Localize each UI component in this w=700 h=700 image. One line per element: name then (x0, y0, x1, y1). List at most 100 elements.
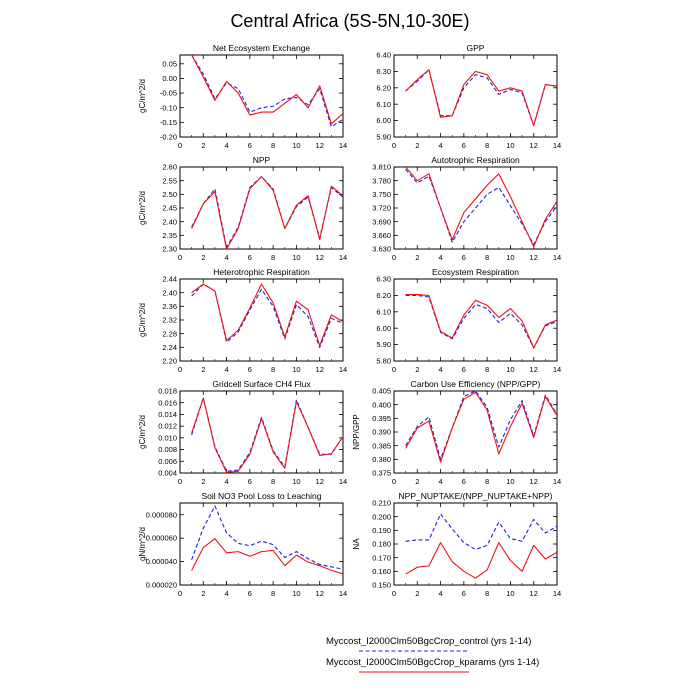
x-tick-label: 10 (506, 253, 514, 262)
y-tick-label: 6.10 (376, 100, 391, 109)
x-tick-label: 14 (339, 589, 347, 598)
x-tick-label: 0 (392, 477, 396, 486)
y-tick-label: 2.35 (162, 231, 177, 240)
x-tick-label: 10 (292, 141, 300, 150)
x-tick-label: 4 (438, 365, 442, 374)
y-tick-label: -0.15 (160, 118, 177, 127)
y-tick-label: 0.380 (372, 455, 391, 464)
x-tick-label: 6 (462, 141, 466, 150)
panel-title: Soil NO3 Pool Loss to Leaching (201, 491, 321, 501)
x-tick-label: 12 (530, 477, 538, 486)
y-tick-label: 2.50 (162, 190, 177, 199)
y-tick-label: 2.36 (162, 302, 177, 311)
x-tick-label: 12 (530, 365, 538, 374)
chart-panel: GPP 0 2 4 6 8 10 12 14 5.90 6.00 6.10 6.20 6.30 6.40 (376, 43, 561, 150)
y-axis-label: gC/m^2/d (138, 303, 147, 337)
y-tick-label: 0.016 (158, 398, 177, 407)
x-tick-label: 6 (462, 589, 466, 598)
x-tick-label: 12 (316, 141, 324, 150)
series-line-kparams (191, 538, 343, 575)
y-tick-label: 5.90 (376, 340, 391, 349)
plot-frame (393, 278, 558, 362)
x-tick-label: 0 (178, 477, 182, 486)
y-tick-label: 3.660 (372, 231, 391, 240)
series-line-control (405, 168, 557, 245)
y-tick-label: 0.190 (372, 526, 391, 535)
x-tick-label: 2 (201, 477, 205, 486)
chart-panel: Autotrophic Respiration 0 2 4 6 8 10 12 14 3.630 3… (372, 155, 561, 262)
y-tick-label: 0.000040 (146, 557, 177, 566)
y-tick-label: -0.10 (160, 103, 177, 112)
x-tick-label: 10 (292, 477, 300, 486)
x-tick-label: 8 (485, 365, 489, 374)
y-tick-label: 0.390 (372, 428, 391, 437)
y-tick-label: -0.05 (160, 89, 177, 98)
y-tick-label: 0.400 (372, 400, 391, 409)
x-tick-label: 12 (316, 477, 324, 486)
x-tick-label: 8 (271, 365, 275, 374)
chart-panels: Net Ecosystem Exchange gC/m^2/d 0 2 4 6 8 10 12 1… (138, 43, 561, 598)
y-axis-label: gN/m^2/d (138, 527, 147, 561)
y-tick-label: 6.30 (376, 275, 391, 284)
series-line-control (191, 283, 343, 348)
x-tick-label: 2 (415, 365, 419, 374)
x-tick-label: 0 (178, 141, 182, 150)
x-tick-label: 14 (553, 589, 561, 598)
y-tick-label: 0.000080 (146, 510, 177, 519)
y-tick-label: 0.405 (372, 387, 391, 396)
y-tick-label: 2.40 (162, 288, 177, 297)
legend: Myccost_I2000Clm50BgcCrop_control (yrs 1… (326, 636, 539, 673)
y-tick-label: 5.80 (376, 357, 391, 366)
y-tick-label: 6.00 (376, 116, 391, 125)
y-tick-label: 3.720 (372, 204, 391, 213)
panel-title: Net Ecosystem Exchange (213, 43, 311, 53)
x-tick-label: 2 (201, 253, 205, 262)
x-tick-label: 6 (248, 141, 252, 150)
figure-title: Central Africa (5S-5N,10-30E) (230, 11, 469, 31)
x-tick-label: 8 (271, 141, 275, 150)
y-tick-label: 0.160 (372, 567, 391, 576)
series-line-control (405, 69, 557, 127)
series-line-kparams (405, 391, 557, 463)
x-tick-label: 10 (506, 477, 514, 486)
x-tick-label: 0 (392, 365, 396, 374)
x-tick-label: 2 (201, 365, 205, 374)
x-tick-label: 12 (316, 365, 324, 374)
x-tick-label: 8 (271, 589, 275, 598)
x-tick-label: 0 (392, 589, 396, 598)
y-tick-label: 2.45 (162, 204, 177, 213)
y-tick-label: 6.00 (376, 324, 391, 333)
x-tick-label: 2 (201, 589, 205, 598)
y-tick-label: 2.55 (162, 176, 177, 185)
x-tick-label: 6 (248, 477, 252, 486)
panel-title: NPP_NUPTAKE/(NPP_NUPTAKE+NPP) (399, 491, 553, 501)
x-tick-label: 8 (485, 141, 489, 150)
x-tick-label: 8 (485, 477, 489, 486)
y-tick-label: 0.008 (158, 445, 177, 454)
y-tick-label: 0.010 (158, 433, 177, 442)
series-line-kparams (191, 397, 343, 473)
y-tick-label: 2.20 (162, 357, 177, 366)
x-tick-label: 10 (292, 365, 300, 374)
series-line-kparams (191, 283, 343, 347)
x-tick-label: 12 (530, 589, 538, 598)
y-axis-label: NA (352, 538, 361, 550)
x-tick-label: 12 (316, 589, 324, 598)
x-tick-label: 10 (506, 141, 514, 150)
x-tick-label: 14 (553, 365, 561, 374)
x-tick-label: 2 (201, 141, 205, 150)
y-tick-label: 2.60 (162, 163, 177, 172)
y-tick-label: 5.90 (376, 133, 391, 142)
x-tick-label: 0 (392, 141, 396, 150)
y-tick-label: 6.20 (376, 83, 391, 92)
y-tick-label: 0.000060 (146, 534, 177, 543)
plot-frame (393, 502, 558, 586)
y-tick-label: 0.012 (158, 422, 177, 431)
x-tick-label: 4 (438, 477, 442, 486)
y-tick-label: 2.44 (162, 275, 177, 284)
x-tick-label: 6 (462, 253, 466, 262)
y-tick-label: 2.32 (162, 316, 177, 325)
y-tick-label: 0.180 (372, 540, 391, 549)
y-tick-label: 0.395 (372, 414, 391, 423)
panel-title: Gridcell Surface CH4 Flux (212, 379, 311, 389)
